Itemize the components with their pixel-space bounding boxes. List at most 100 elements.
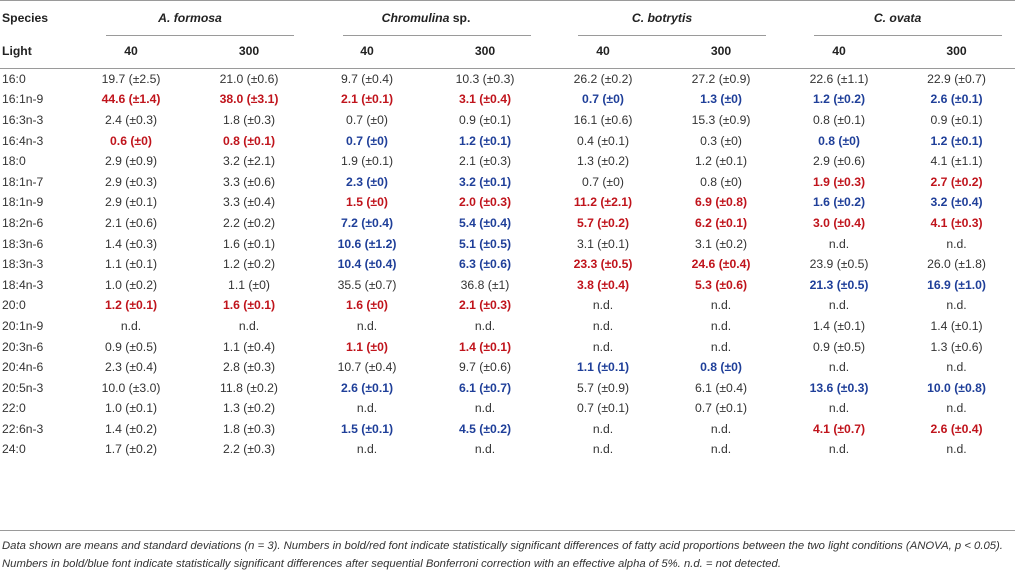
table-body: 16:0 19.7 (±2.5) 21.0 (±0.6) 9.7 (±0.4) 10.3… [0, 69, 1015, 460]
value-cell: n.d. [710, 339, 732, 354]
value-cell: 10.0 (±3.0) [101, 380, 161, 395]
value-cell: 23.3 (±0.5) [573, 257, 633, 272]
value-cell: 1.2 (±0.1) [694, 154, 748, 169]
value-cell: 24.6 (±0.4) [691, 257, 751, 272]
value-cell: 3.1 (±0.2) [694, 236, 748, 251]
species-suffix: sp. [449, 10, 471, 25]
value-cell: 2.1 (±0.1) [340, 92, 394, 107]
table-row: 24:0 1.7 (±0.2) 2.2 (±0.3) n.d. n.d. n.d. n.d.… [0, 439, 1015, 460]
value-cell: 11.8 (±0.2) [220, 380, 278, 395]
table-row: 16:4n-3 0.6 (±0) 0.8 (±0.1) 0.7 (±0) 1.2 (±0… [0, 130, 1015, 151]
value-cell: 1.8 (±0.3) [222, 421, 276, 436]
fatty-acid-label: 18:2n-6 [2, 215, 44, 230]
species-name: A. formosa [158, 10, 222, 25]
value-cell: n.d. [592, 318, 614, 333]
value-cell: 9.7 (±0.6) [458, 360, 512, 375]
value-cell: 4.1 (±0.7) [812, 421, 866, 436]
value-cell: 6.9 (±0.8) [694, 195, 748, 210]
fatty-acid-label: 18:0 [2, 154, 26, 169]
fatty-acid-label: 20:3n-6 [2, 339, 44, 354]
table-row: 20:1n-9 n.d. n.d. n.d. n.d. n.d. n.d. 1.4 (±0.1… [0, 316, 1015, 337]
value-cell: 1.1 (±0.1) [104, 257, 158, 272]
value-cell: 1.1 (±0) [228, 277, 270, 292]
value-cell: 0.9 (±0.5) [104, 339, 158, 354]
table-row: 18:4n-3 1.0 (±0.2) 1.1 (±0) 35.5 (±0.7) 36.8… [0, 274, 1015, 295]
value-cell: n.d. [238, 318, 260, 333]
value-cell: 4.1 (±1.1) [930, 154, 983, 169]
value-cell: 1.6 (±0.2) [812, 195, 866, 210]
value-cell: 27.2 (±0.9) [691, 72, 751, 87]
value-cell: 2.6 (±0.1) [340, 380, 394, 395]
value-cell: 3.8 (±0.4) [576, 277, 630, 292]
table-row: 18:1n-7 2.9 (±0.3) 3.3 (±0.6) 2.3 (±0) 3.2 (… [0, 171, 1015, 192]
value-cell: 1.1 (±0) [346, 339, 388, 354]
value-cell: 1.6 (±0.1) [222, 298, 276, 313]
value-cell: 2.1 (±0.6) [104, 215, 158, 230]
species-header-c-botrytis: C. botrytis [544, 1, 780, 35]
species-underline [814, 35, 1002, 36]
fatty-acid-label: 18:4n-3 [2, 277, 44, 292]
table-row: 20:3n-6 0.9 (±0.5) 1.1 (±0.4) 1.1 (±0) 1.4 (… [0, 336, 1015, 357]
value-cell: 4.5 (±0.2) [458, 421, 512, 436]
value-cell: 13.6 (±0.3) [809, 380, 869, 395]
value-cell: 7.2 (±0.4) [340, 215, 394, 230]
value-cell: 16.1 (±0.6) [573, 112, 633, 127]
value-cell: 0.9 (±0.1) [458, 112, 512, 127]
species-header-chromulina: Chromulina sp. [308, 1, 544, 35]
value-cell: 0.7 (±0) [582, 92, 624, 107]
value-cell: 3.0 (±0.4) [812, 215, 866, 230]
value-cell: 2.9 (±0.6) [812, 154, 866, 169]
table-row: 20:4n-6 2.3 (±0.4) 2.8 (±0.3) 10.7 (±0.4) 9.… [0, 357, 1015, 378]
fatty-acid-table: Species A. formosa Chromulina sp. C. bot… [0, 0, 1015, 460]
table-row: 18:3n-3 1.1 (±0.1) 1.2 (±0.2) 10.4 (±0.4) 6.… [0, 254, 1015, 275]
value-cell: 1.6 (±0) [346, 298, 388, 313]
value-cell: 2.6 (±0.4) [930, 421, 983, 436]
value-cell: 0.7 (±0) [346, 133, 388, 148]
value-cell: 1.4 (±0.3) [104, 236, 158, 251]
value-cell: 0.7 (±0) [346, 112, 388, 127]
value-cell: 3.1 (±0.1) [576, 236, 630, 251]
value-cell: 2.9 (±0.3) [104, 174, 158, 189]
value-cell: 0.6 (±0) [110, 133, 152, 148]
light-level: 40 [832, 44, 846, 58]
value-cell: n.d. [828, 442, 850, 457]
value-cell: 1.7 (±0.2) [104, 442, 158, 457]
value-cell: 44.6 (±1.4) [101, 92, 161, 107]
value-cell: 23.9 (±0.5) [809, 257, 869, 272]
value-cell: 5.3 (±0.6) [694, 277, 748, 292]
value-cell: 0.9 (±0.1) [930, 112, 983, 127]
value-cell: n.d. [828, 401, 850, 416]
table-footnote: Data shown are means and standard deviat… [2, 540, 1003, 570]
value-cell: 1.2 (±0.1) [104, 298, 158, 313]
value-cell: n.d. [592, 442, 614, 457]
value-cell: n.d. [710, 298, 732, 313]
value-cell: 26.2 (±0.2) [573, 72, 633, 87]
value-cell: 1.0 (±0.1) [104, 401, 158, 416]
fatty-acid-label: 22:6n-3 [2, 421, 44, 436]
value-cell: n.d. [946, 442, 967, 457]
value-cell: 1.5 (±0.1) [340, 421, 394, 436]
fatty-acid-label: 20:0 [2, 298, 26, 313]
value-cell: 2.1 (±0.3) [458, 154, 512, 169]
value-cell: 0.7 (±0.1) [576, 401, 630, 416]
value-cell: 21.0 (±0.6) [219, 72, 279, 87]
value-cell: 2.8 (±0.3) [222, 360, 276, 375]
value-cell: 0.9 (±0.5) [812, 339, 866, 354]
value-cell: 0.4 (±0.1) [576, 133, 630, 148]
value-cell: n.d. [474, 401, 496, 416]
value-cell: 2.9 (±0.9) [104, 154, 158, 169]
table-row: 16:3n-3 2.4 (±0.3) 1.8 (±0.3) 0.7 (±0) 0.9 (… [0, 110, 1015, 131]
value-cell: 11.2 (±2.1) [573, 195, 633, 210]
value-cell: 2.3 (±0.4) [104, 360, 158, 375]
value-cell: 15.3 (±0.9) [691, 112, 751, 127]
value-cell: 0.8 (±0.1) [812, 112, 866, 127]
fatty-acid-label: 18:3n-6 [2, 236, 44, 251]
light-level: 300 [238, 44, 260, 58]
value-cell: 2.6 (±0.1) [930, 92, 983, 107]
value-cell: n.d. [592, 339, 614, 354]
value-cell: 2.4 (±0.3) [104, 112, 158, 127]
value-cell: 0.7 (±0) [582, 174, 624, 189]
value-cell: 6.3 (±0.6) [458, 257, 512, 272]
value-cell: 1.2 (±0.1) [458, 133, 512, 148]
value-cell: 16.9 (±1.0) [927, 277, 986, 292]
